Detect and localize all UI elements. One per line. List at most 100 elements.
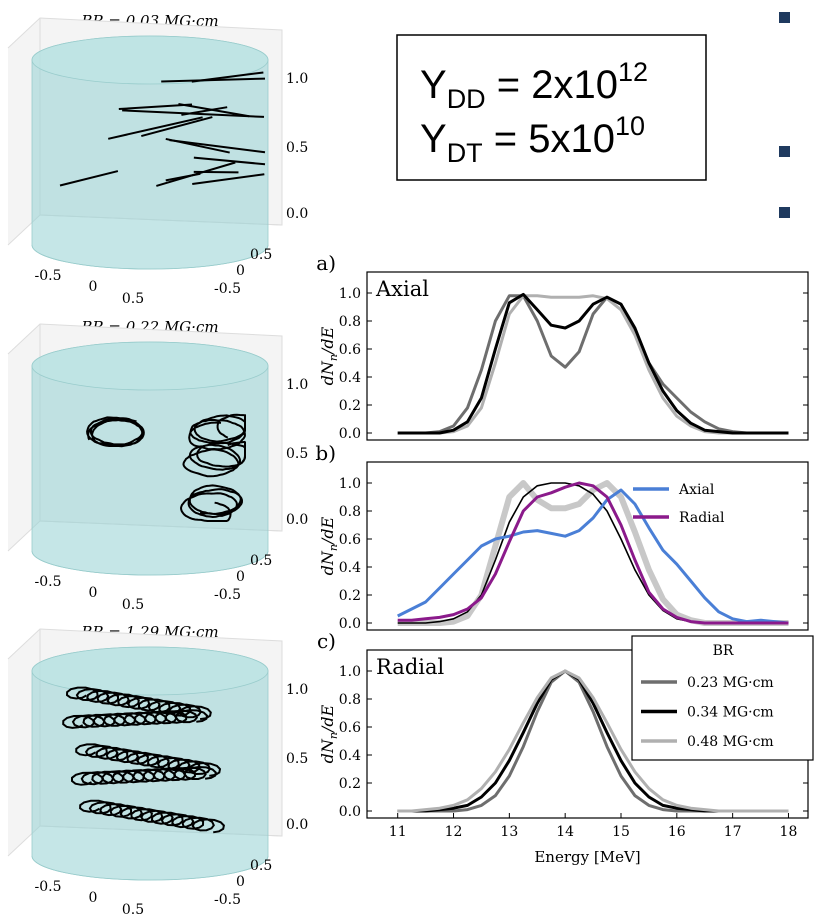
z-tick-label: 1.0 bbox=[286, 377, 308, 393]
y-tick-label: 0.6 bbox=[339, 532, 361, 548]
y-label-main: dN bbox=[318, 550, 337, 575]
x-tick-label: 0 bbox=[89, 890, 98, 906]
x-tick-label: 13 bbox=[500, 824, 518, 840]
x-tick-label: 15 bbox=[612, 824, 630, 840]
y-label-rest: /dE bbox=[318, 704, 337, 734]
legend-label: 0.48 MG·cm bbox=[687, 734, 774, 750]
y-tick-label: 0.2 bbox=[339, 776, 361, 792]
trajectory bbox=[86, 416, 145, 448]
y-tick-label: 0.5 bbox=[250, 247, 272, 263]
y-axis-label: dNn/dE bbox=[318, 516, 340, 575]
x-tick-label: 0.5 bbox=[122, 291, 144, 307]
trajectory bbox=[169, 139, 266, 154]
chart-title: Axial bbox=[375, 277, 429, 301]
z-tick-label: 0.5 bbox=[286, 751, 308, 767]
y-tick-label: 0.4 bbox=[339, 748, 361, 764]
x-tick-label: -0.5 bbox=[35, 879, 62, 895]
y-label-rest: /dE bbox=[318, 516, 337, 546]
panel-label: a) bbox=[316, 251, 336, 275]
yield-symbol: Y bbox=[420, 117, 447, 161]
bullet bbox=[779, 12, 790, 23]
line-chart: 0.0 0.2 0.4 0.6 0.8 1.0 Axial a) dNn/dE bbox=[316, 251, 809, 442]
x-tick-label: 0 bbox=[89, 585, 98, 601]
trajectory bbox=[75, 743, 222, 777]
yield-text: = 5x10 bbox=[483, 117, 615, 161]
y-tick-label: 0.6 bbox=[339, 342, 361, 358]
trajectory bbox=[182, 440, 246, 478]
bullet bbox=[779, 146, 790, 157]
y-tick-label: 1.0 bbox=[339, 286, 361, 302]
yield-line: YDT = 5x1010 bbox=[420, 111, 645, 168]
y-tick-label: 0.2 bbox=[339, 588, 361, 604]
y-label-main: dN bbox=[318, 738, 337, 763]
x-tick-label: 18 bbox=[780, 824, 798, 840]
chart-title: Radial bbox=[376, 655, 444, 679]
y-tick-label: -0.5 bbox=[214, 587, 241, 603]
z-tick-label: 0.0 bbox=[286, 512, 308, 528]
y-tick-label: 0.0 bbox=[339, 426, 361, 442]
y-tick-label: 0 bbox=[236, 874, 245, 890]
yield-text: = 2x10 bbox=[486, 63, 618, 107]
yield-exp: 12 bbox=[618, 57, 648, 87]
trajectory bbox=[193, 156, 266, 166]
legend-label: Axial bbox=[678, 482, 715, 498]
y-tick-label: 0.8 bbox=[339, 692, 361, 708]
trajectory bbox=[118, 103, 193, 111]
y-tick-label: 0.5 bbox=[250, 858, 272, 874]
trajectory bbox=[122, 109, 265, 118]
y-tick-label: 0.0 bbox=[339, 616, 361, 632]
panel-label: b) bbox=[315, 441, 336, 465]
cylinder-top bbox=[31, 646, 269, 696]
trajectory bbox=[161, 77, 266, 83]
y-tick-label: 0 bbox=[236, 569, 245, 585]
y-label-sub: n bbox=[327, 544, 340, 551]
y-label-main: dN bbox=[318, 360, 337, 385]
cylinder-base bbox=[31, 550, 269, 576]
z-tick-label: 0.5 bbox=[286, 446, 308, 462]
series-line bbox=[397, 292, 789, 435]
x-tick-label: 11 bbox=[389, 824, 407, 840]
z-tick-label: 0.5 bbox=[286, 140, 308, 156]
panel-label: c) bbox=[317, 629, 336, 653]
yield-line: YDD = 2x1012 bbox=[420, 57, 648, 114]
plot-frame bbox=[366, 271, 809, 441]
series-line bbox=[397, 294, 789, 435]
y-tick-label: 1.0 bbox=[339, 476, 361, 492]
cylinder-top bbox=[31, 341, 269, 391]
y-tick-label: 0.4 bbox=[339, 560, 361, 576]
trajectory bbox=[188, 413, 246, 451]
legend-label: Radial bbox=[679, 510, 725, 526]
trajectory bbox=[79, 799, 225, 834]
z-tick-label: 0.0 bbox=[286, 817, 308, 833]
trajectory bbox=[141, 116, 213, 138]
z-tick-label: 1.0 bbox=[286, 682, 308, 698]
y-label-rest: /dE bbox=[318, 326, 337, 356]
legend-label: 0.23 MG·cm bbox=[687, 675, 774, 691]
line-chart: 0.0 0.2 0.4 0.6 0.8 1.0 11 12 13 14 15 16 17 18 Radial… bbox=[317, 629, 814, 866]
x-tick-label: 0.5 bbox=[122, 597, 144, 613]
x-tick-label: -0.5 bbox=[35, 574, 62, 590]
y-tick-label: 0 bbox=[236, 263, 245, 279]
cylinder-base bbox=[31, 855, 269, 881]
legend-label: 0.34 MG·cm bbox=[687, 705, 774, 721]
trajectory bbox=[156, 161, 236, 187]
y-tick-label: 0.5 bbox=[250, 553, 272, 569]
series-line bbox=[397, 488, 789, 625]
y-tick-label: 1.0 bbox=[339, 664, 361, 680]
x-tick-label: 0 bbox=[89, 279, 98, 295]
z-tick-label: 1.0 bbox=[286, 71, 308, 87]
trajectory-panel: BR = 0.22 MG·cm1.00.50.0-0.500.50.50-0.5 bbox=[7, 318, 308, 613]
yield-exp: 10 bbox=[615, 111, 645, 141]
x-tick-label: 0.5 bbox=[122, 902, 144, 918]
yield-symbol: Y bbox=[420, 63, 447, 107]
cylinder-top bbox=[31, 35, 269, 85]
y-label-sub: n bbox=[327, 732, 340, 739]
y-tick-label: 0.4 bbox=[339, 370, 361, 386]
trajectory bbox=[191, 71, 264, 83]
yield-sub: DT bbox=[447, 138, 483, 168]
x-tick-label: 17 bbox=[724, 824, 742, 840]
plot-frame bbox=[366, 461, 809, 631]
z-tick-label: 0.0 bbox=[286, 206, 308, 222]
